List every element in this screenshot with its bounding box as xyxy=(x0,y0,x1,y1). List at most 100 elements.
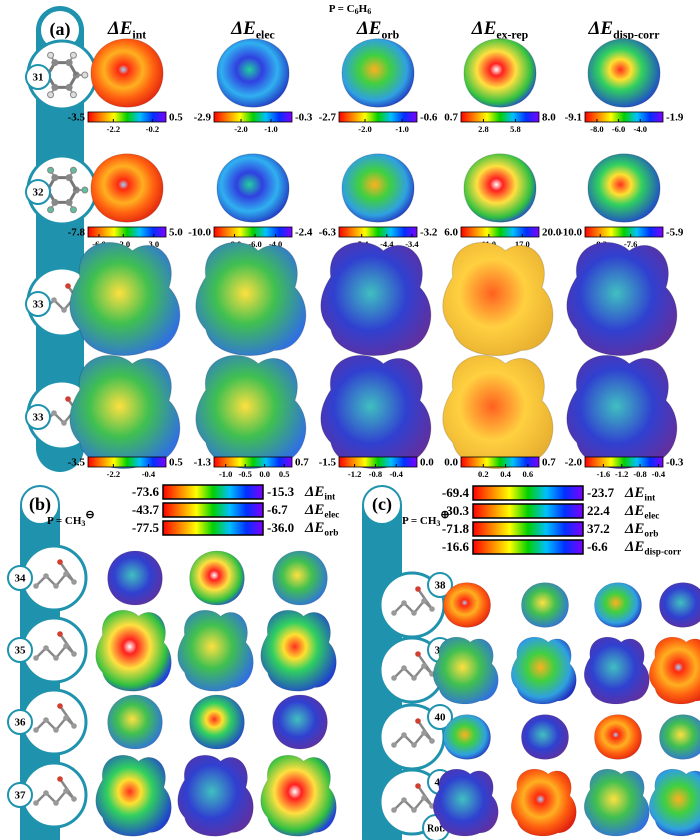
delta-symbol: ΔE xyxy=(624,503,644,519)
scale-max: -36.0 xyxy=(267,520,294,535)
scale-min: -2.0 xyxy=(565,457,583,469)
colorbar xyxy=(584,226,664,238)
colorbar xyxy=(472,503,584,519)
scale-tick-label: -0.4 xyxy=(389,469,403,479)
badge xyxy=(25,64,51,90)
scale-tick-label: 0.0 xyxy=(259,469,270,479)
scale-min: -3.5 xyxy=(68,457,86,469)
scale-tick-label: -8.0 xyxy=(590,124,603,134)
badge-label: 37 xyxy=(15,790,27,802)
badge xyxy=(362,485,402,525)
surface-map xyxy=(521,714,569,760)
badge-label: 32 xyxy=(33,187,45,199)
scale-max: 0.5 xyxy=(169,112,183,124)
legend-label: ΔEelec xyxy=(624,503,659,521)
panel-a-band xyxy=(36,6,84,472)
scale-tick-label: -0.4 xyxy=(652,469,666,479)
surface-map xyxy=(442,354,554,470)
formula: P = CH3⊕ xyxy=(402,509,450,528)
delta-symbol: ΔE xyxy=(107,18,133,39)
surface-map xyxy=(260,609,337,692)
surface-map xyxy=(195,354,307,470)
surface-map xyxy=(272,694,328,750)
delta-symbol: ΔE xyxy=(471,18,497,39)
scale-min: 0.7 xyxy=(444,112,458,124)
formula-part: P = CH xyxy=(47,515,82,527)
legend-label: ΔEint xyxy=(304,484,336,502)
formula: P = CH3⊖ xyxy=(47,509,95,528)
surface-map xyxy=(95,754,172,837)
badge-label: 35 xyxy=(15,645,27,657)
surface-map xyxy=(594,582,642,628)
delta-symbol: ΔE xyxy=(624,521,644,537)
surface-map xyxy=(195,241,307,357)
formula-sup: ⊖ xyxy=(85,509,94,521)
scale-min: 0.0 xyxy=(444,457,458,469)
scale-max: -0.6 xyxy=(420,112,438,124)
scale-tick-label: -1.0 xyxy=(219,469,232,479)
legend-label: ΔEorb xyxy=(624,521,658,539)
surface-map xyxy=(510,768,577,837)
colorbar xyxy=(472,485,584,501)
scale-tick-label: -0.5 xyxy=(238,469,251,479)
formula: P = C6H6 xyxy=(329,3,371,16)
scale-tick-label: 3.0 xyxy=(149,239,160,249)
scale-max: -5.9 xyxy=(666,227,684,239)
column-header: ΔEorb xyxy=(356,18,400,41)
scale-max: 0.5 xyxy=(169,457,183,469)
delta-subscript: elec xyxy=(324,511,339,521)
delta-subscript: disp-corr xyxy=(644,548,681,558)
delta-subscript: int xyxy=(324,493,336,503)
badge xyxy=(7,782,33,808)
scale-max: -0.3 xyxy=(666,457,684,469)
colorbar xyxy=(460,226,540,238)
column-header: ΔEint xyxy=(107,18,146,41)
badge xyxy=(7,709,33,735)
badge-label: 33 xyxy=(33,299,45,311)
surface-map xyxy=(566,241,678,357)
colorbar xyxy=(460,456,540,468)
colorbar xyxy=(338,226,418,238)
surface-map xyxy=(95,609,172,692)
scale-min: -7.8 xyxy=(68,227,86,239)
badge-label: 34 xyxy=(15,573,27,585)
colorbar xyxy=(87,226,167,238)
formula-sup: ⊕ xyxy=(440,509,449,521)
surface-map xyxy=(272,550,328,606)
scale-min: -10.0 xyxy=(188,227,211,239)
delta-subscript: orb xyxy=(644,530,658,540)
scale-tick-label: -2.2 xyxy=(107,469,120,479)
scale-max: -6.7 xyxy=(267,502,288,517)
scale-max: 0.0 xyxy=(420,457,434,469)
surface-map xyxy=(443,714,491,760)
molecule xyxy=(391,718,435,748)
column-header: ΔEelec xyxy=(230,18,275,41)
scale-tick-label: 0.5 xyxy=(279,469,290,479)
scale-max: 0.7 xyxy=(542,457,556,469)
surface-map xyxy=(177,609,254,692)
colorbar xyxy=(472,521,584,537)
molecule xyxy=(33,631,77,661)
delta-subscript: int xyxy=(644,494,656,504)
scale-min: -3.5 xyxy=(68,112,86,124)
scale-min: -77.5 xyxy=(132,520,160,535)
scale-tick-label: -0.8 xyxy=(633,469,646,479)
surface-map xyxy=(648,768,700,837)
badge xyxy=(25,179,51,205)
scale-tick-label: -0.2 xyxy=(146,124,159,134)
scale-tick-label: -6.0 xyxy=(612,124,625,134)
formula-sub: 3 xyxy=(436,519,440,528)
delta-symbol: ΔE xyxy=(588,18,614,39)
formula-part: P = C xyxy=(329,3,355,15)
legend-label: ΔEint xyxy=(624,485,656,503)
scale-max: 0.7 xyxy=(295,457,309,469)
delta-symbol: ΔE xyxy=(356,18,382,39)
scale-tick-label: 0.6 xyxy=(523,469,534,479)
delta-subscript: int xyxy=(132,28,146,41)
scale-min: -30.3 xyxy=(442,503,470,518)
colorbar xyxy=(162,520,264,536)
scale-tick-label: -1.2 xyxy=(615,469,628,479)
scale-tick-label: -1.0 xyxy=(264,124,277,134)
scale-tick-label: -2.0 xyxy=(234,124,247,134)
scale-tick-label: -4.0 xyxy=(269,239,282,249)
